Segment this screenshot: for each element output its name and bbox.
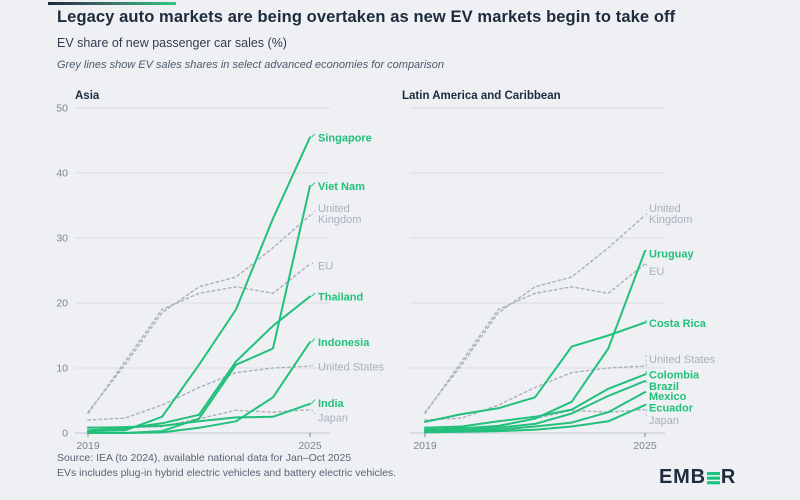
label-leader-eu [645, 263, 647, 268]
label-leader-viet-nam [311, 182, 316, 187]
series-line-india [87, 402, 311, 429]
x-tick-label-2025: 2025 [633, 440, 657, 452]
series-line-indonesia [87, 341, 311, 434]
label-leader-eu [311, 261, 316, 265]
comparison-note: Grey lines show EV sales shares in selec… [57, 59, 445, 71]
series-label-mexico: Mexico [649, 391, 687, 403]
x-tick-label-2025: 2025 [298, 440, 322, 452]
source-text: Source: IEA (to 2024), available nationa… [57, 452, 352, 464]
series-line-eu [424, 263, 646, 415]
label-leader-united-kingdom [645, 210, 647, 216]
ember-logo-text-right: R [720, 466, 737, 488]
ember-logo: EMB R [659, 466, 736, 489]
series-line-colombia [424, 373, 646, 429]
label-leader-united-kingdom [311, 210, 316, 216]
x-tick-label-2019: 2019 [413, 440, 437, 452]
label-leader-japan [645, 409, 647, 417]
series-label-japan: Japan [318, 412, 348, 424]
series-line-singapore [87, 136, 311, 433]
label-leader-ecuador [645, 403, 647, 406]
panel-asia: 0 10 20 30 40 50 2019 2025 United Kingdom EU United… [56, 103, 384, 453]
series-label-uruguay: Uruguay [649, 249, 695, 261]
label-leader-united-states [645, 355, 647, 367]
ember-logo-e-icon [706, 472, 720, 485]
label-leader-brazil [645, 380, 647, 383]
x-tick-label-2019: 2019 [76, 440, 100, 452]
series-label-united-states: United States [649, 354, 716, 366]
label-leader-united-states [311, 362, 316, 367]
series-line-united-states [424, 365, 646, 421]
series-line-viet-nam [87, 185, 311, 434]
series-line-united-states [87, 365, 311, 421]
series-label-ecuador: Ecuador [649, 403, 694, 415]
label-leader-thailand [311, 292, 316, 297]
series-label-japan: Japan [649, 415, 679, 427]
series-line-united-kingdom [424, 214, 646, 413]
series-line-uruguay [424, 250, 646, 431]
page-title: Legacy auto markets are being overtaken … [57, 8, 676, 26]
chart-subtitle: EV share of new passenger car sales (%) [57, 36, 287, 50]
ember-logo-text-left: EMB [659, 466, 706, 488]
series-line-thailand [87, 295, 311, 432]
panel-latam: 2019 2025 United Kingdom EU United States Japa… [410, 107, 716, 452]
label-leader-costa-rica [645, 319, 647, 323]
y-tick-label-10: 10 [56, 363, 68, 375]
series-line-costa-rica [424, 321, 646, 423]
label-leader-uruguay [645, 249, 647, 252]
series-label-thailand: Thailand [318, 292, 363, 304]
series-label-indonesia: Indonesia [318, 337, 370, 349]
label-leader-singapore [311, 133, 316, 138]
y-tick-label-20: 20 [56, 298, 68, 310]
series-label-united-states: United States [318, 362, 385, 374]
series-label-india: India [318, 398, 345, 410]
series-label-eu: EU [318, 260, 333, 272]
series-label-viet-nam: Viet Nam [318, 181, 365, 193]
series-line-ecuador [424, 404, 646, 434]
y-tick-label-40: 40 [56, 168, 68, 180]
series-label-singapore: Singapore [318, 132, 372, 144]
panel-title-latin-america: Latin America and Caribbean [402, 90, 561, 102]
series-label-colombia: Colombia [649, 370, 700, 382]
y-tick-label-0: 0 [62, 428, 68, 440]
y-tick-label-30: 30 [56, 233, 68, 245]
series-label-united-kingdom: United Kingdom [318, 203, 361, 226]
footnote-text: EVs includes plug-in hybrid electric veh… [57, 467, 397, 479]
y-tick-label-50: 50 [56, 103, 68, 115]
series-label-costa-rica: Costa Rica [649, 318, 707, 330]
series-label-brazil: Brazil [649, 381, 679, 393]
panel-title-asia: Asia [75, 90, 100, 102]
series-label-eu: EU [649, 266, 664, 278]
series-line-eu [87, 263, 311, 415]
label-leader-colombia [645, 370, 647, 375]
label-leader-japan [311, 409, 316, 415]
accent-gradient-bar [48, 2, 176, 5]
series-label-united-kingdom: United Kingdom [649, 203, 692, 226]
series-line-brazil [424, 380, 646, 433]
label-leader-indonesia [311, 338, 316, 343]
series-line-united-kingdom [87, 214, 311, 413]
label-leader-india [311, 399, 316, 405]
